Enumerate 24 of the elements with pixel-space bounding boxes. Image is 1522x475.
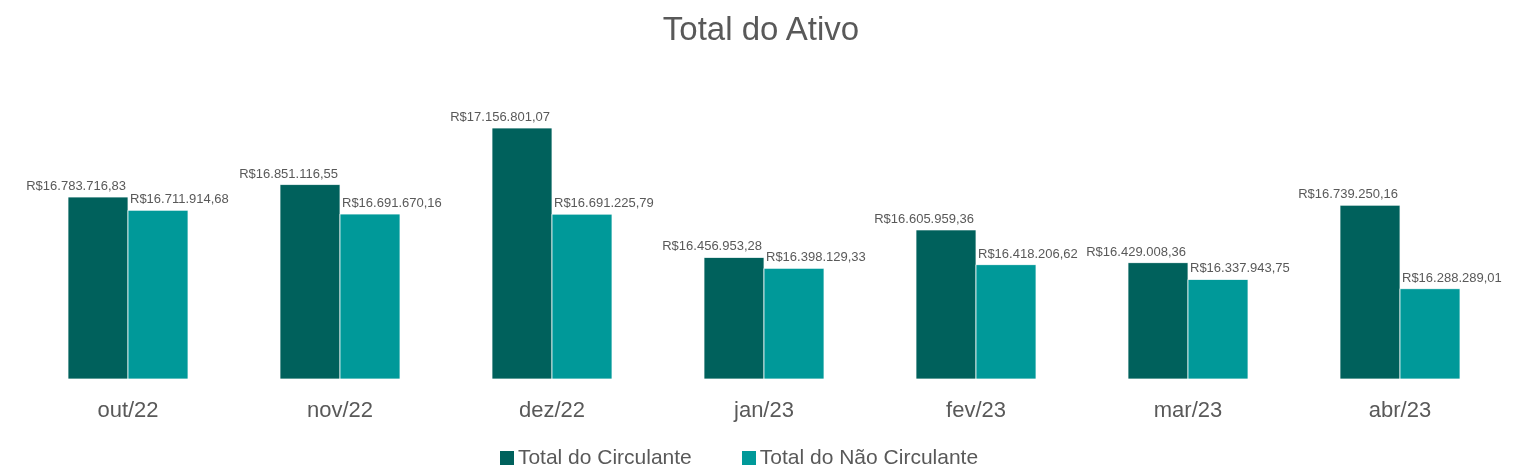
data-label: R$16.398.129,33 (766, 249, 866, 265)
data-label: R$16.711.914,68 (130, 191, 229, 207)
chart-title: Total do Ativo (661, 10, 861, 48)
x-tick-label: abr/23 (1368, 396, 1432, 422)
x-tick-label: nov/22 (306, 396, 374, 422)
data-label: R$16.418.206,62 (978, 245, 1078, 261)
data-label: R$16.429.008,36 (1086, 243, 1186, 259)
data-label: R$16.456.953,28 (662, 238, 762, 254)
data-label: R$16.605.959,36 (874, 210, 974, 226)
x-tick-label: dez/22 (518, 396, 586, 422)
legend-label: Total do Circulante (517, 445, 692, 468)
x-tick-label: mar/23 (1153, 396, 1223, 422)
data-label: R$17.156.801,07 (450, 109, 550, 124)
data-label: R$16.739.250,16 (1298, 186, 1398, 202)
data-label: R$16.783.716,83 (26, 178, 126, 194)
x-tick-label: jan/23 (733, 396, 794, 422)
data-label: R$16.337.943,75 (1190, 260, 1290, 276)
data-label: R$16.851.116,55 (239, 165, 338, 181)
data-label: R$16.691.225,79 (554, 195, 654, 211)
x-tick-label: out/22 (97, 396, 159, 422)
data-label: R$16.288.289,01 (1402, 269, 1502, 285)
legend-label: Total do Não Circulante (759, 445, 979, 468)
x-tick-label: fev/23 (946, 396, 1006, 422)
data-label: R$16.691.670,16 (342, 195, 442, 211)
